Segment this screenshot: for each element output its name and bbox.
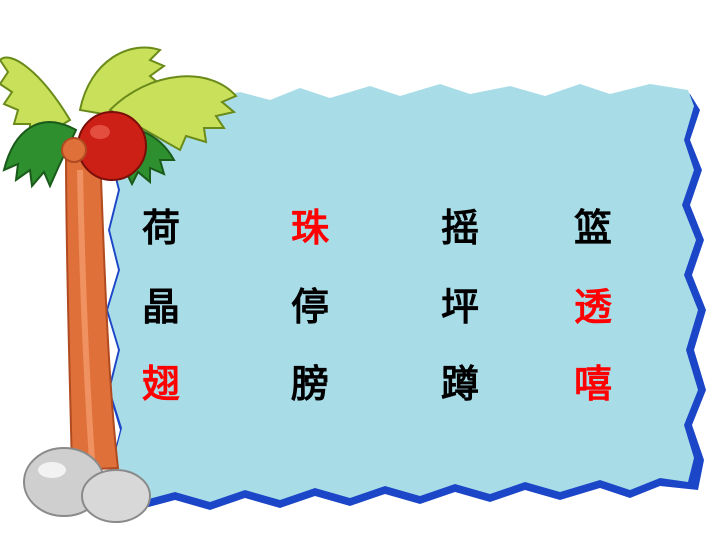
character-cell: 膀 [290, 362, 329, 406]
character-cell: 摇 [440, 206, 479, 250]
coconut-small [61, 137, 87, 163]
palm-leaf-left [0, 56, 72, 140]
character-cell: 翅 [141, 362, 180, 406]
character-cell: 停 [290, 285, 329, 329]
stone-left-shine [38, 462, 66, 478]
palm-leaf-dark-left [2, 121, 78, 189]
stone-right [81, 469, 151, 523]
character-cell: 晶 [141, 285, 180, 329]
character-cell: 透 [573, 285, 612, 329]
character-cell: 篮 [573, 206, 612, 250]
character-cell: 珠 [290, 206, 329, 250]
character-cell: 蹲 [440, 362, 479, 406]
character-cell: 嘻 [573, 362, 612, 406]
trunk-highlight [77, 169, 95, 461]
coconut-shine [90, 125, 110, 139]
character-cell: 坪 [440, 285, 479, 329]
word-board [106, 84, 706, 510]
character-cell: 荷 [141, 206, 180, 250]
palm-tree [0, 46, 238, 523]
board-face [108, 84, 698, 502]
palm-leaf-right [108, 75, 238, 152]
